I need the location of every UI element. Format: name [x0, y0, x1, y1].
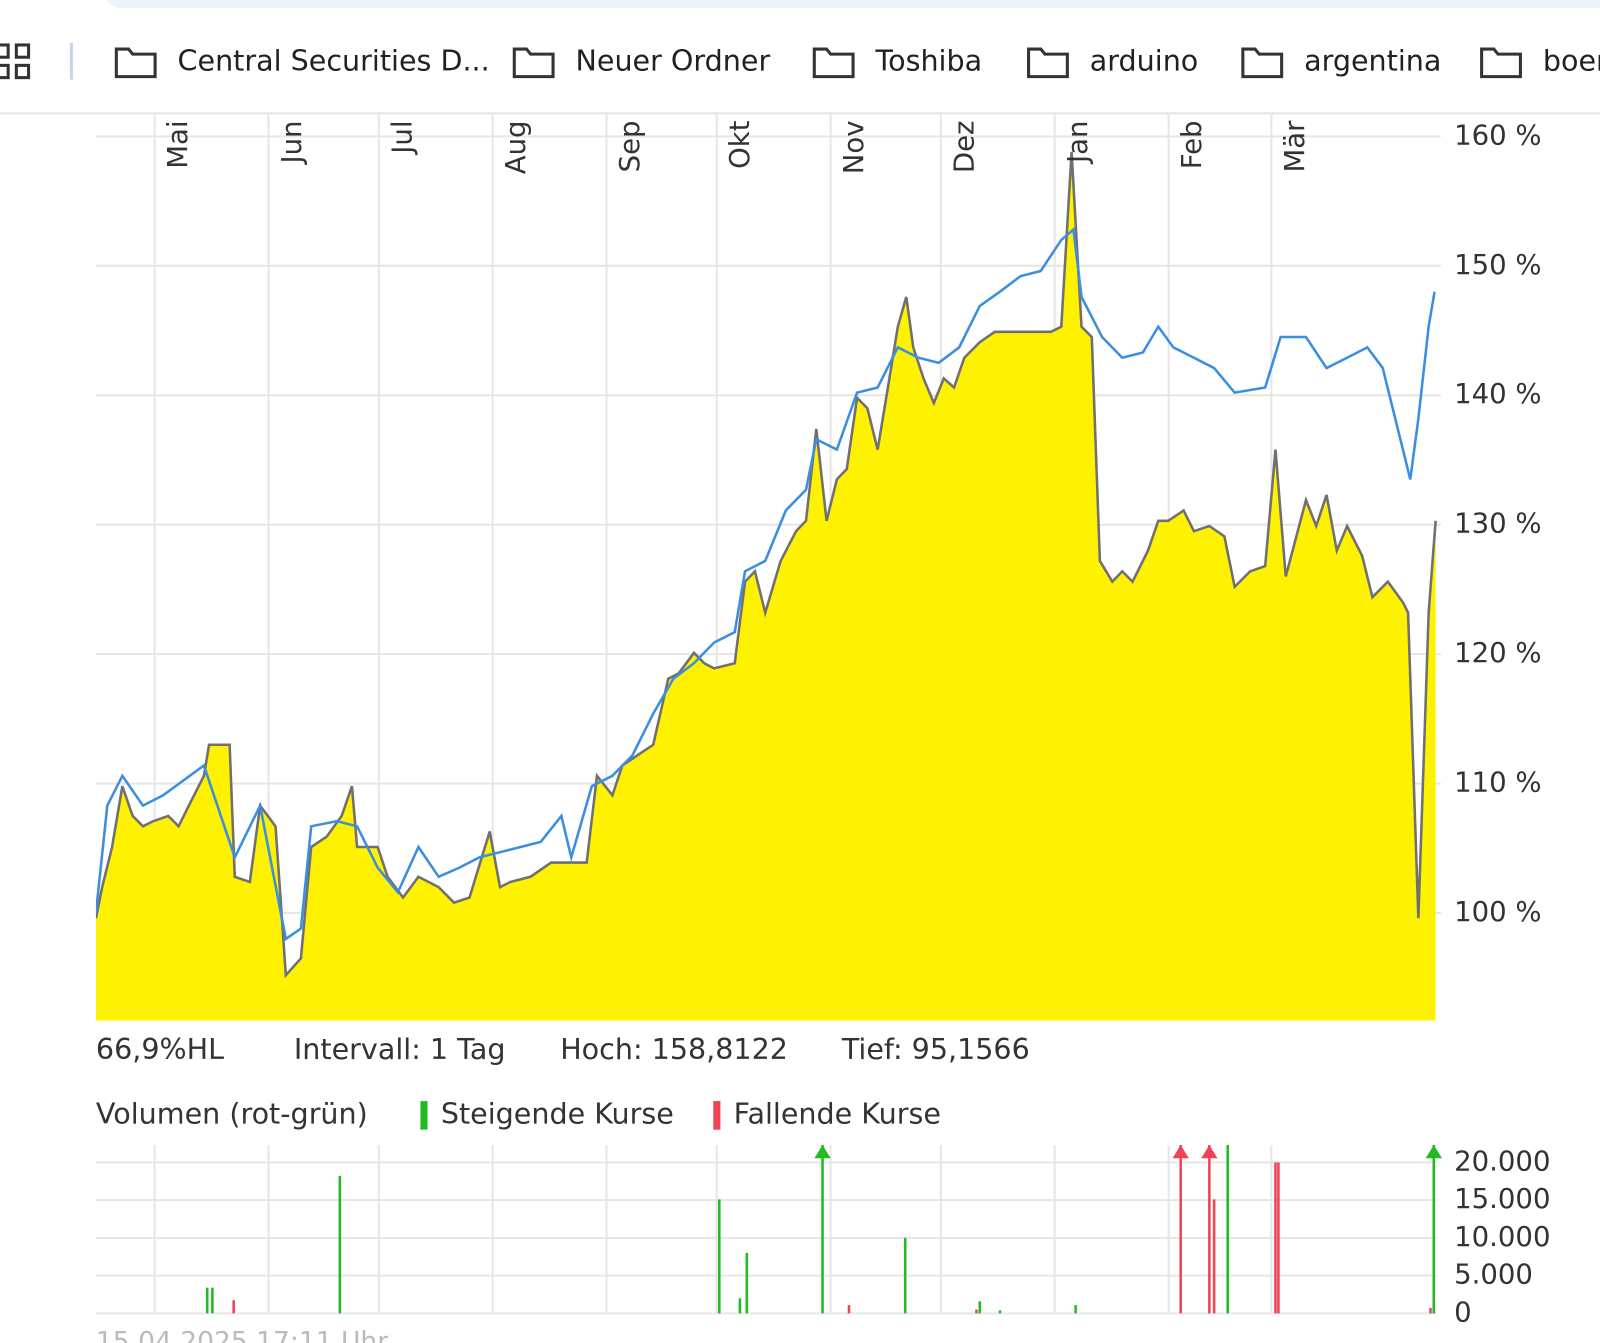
legend-swatch	[420, 1101, 428, 1130]
y-tick-label: 100 %	[1454, 896, 1542, 928]
x-tick-label: Mär	[1279, 120, 1311, 173]
stat: Tief: 95,1566	[841, 1032, 1030, 1066]
y-tick-label: 130 %	[1454, 508, 1542, 540]
bookmark-label: argentina	[1304, 43, 1441, 77]
legend-label: Steigende Kurse	[441, 1096, 674, 1130]
y-tick-label: 10.000	[1454, 1221, 1550, 1253]
bookmark[interactable]: boer	[1480, 43, 1600, 79]
plot	[95, 151, 1437, 1021]
x-tick-label: Feb	[1176, 120, 1208, 169]
folder-icon	[1480, 47, 1522, 79]
bookmark[interactable]: Neuer Ordner	[512, 43, 771, 79]
apps-icon[interactable]	[0, 43, 31, 80]
area	[95, 151, 1436, 1021]
area-edge	[95, 151, 1437, 979]
x-tick-label: Okt	[724, 120, 756, 169]
bookmark[interactable]: argentina	[1241, 43, 1442, 79]
bookmark-label: Toshiba	[875, 43, 983, 77]
stat: Hoch: 158,8122	[560, 1032, 788, 1066]
x-tick-label: Jan	[1062, 120, 1094, 164]
folder-icon	[1027, 47, 1069, 79]
overflow-arrow	[814, 1144, 831, 1159]
line	[95, 227, 1436, 942]
legend-swatch	[713, 1101, 721, 1130]
x-tick-label: Jul	[386, 120, 418, 155]
bookmark[interactable]: arduino	[1027, 43, 1199, 79]
y-tick-label: 110 %	[1454, 767, 1542, 799]
legend-label: Fallende Kurse	[734, 1096, 941, 1130]
folder-icon	[1241, 47, 1284, 79]
x-tick-label: Nov	[838, 120, 870, 174]
y-tick-label: 160 %	[1454, 119, 1542, 151]
y-tick-label: 15.000	[1454, 1183, 1550, 1215]
x-tick-label: Dez	[948, 120, 980, 173]
bookmark[interactable]: Toshiba	[812, 43, 983, 79]
x-tick-label: Sep	[614, 120, 646, 172]
y-tick-label: 20.000	[1454, 1145, 1550, 1177]
volume-title: Volumen (rot-grün)	[96, 1096, 368, 1130]
overflow-arrow	[1425, 1144, 1442, 1159]
stat: 66,9%HL	[96, 1032, 224, 1066]
volume-plot	[205, 1144, 1442, 1314]
bookmark-label: arduino	[1090, 43, 1199, 77]
y-tick-label: 120 %	[1454, 637, 1542, 669]
bookmark-label: Central Securities D...	[178, 43, 490, 77]
bookmark-label: Neuer Ordner	[576, 43, 771, 77]
overflow-arrow	[1201, 1144, 1218, 1159]
y-tick-label: 140 %	[1454, 378, 1542, 410]
timestamp: 15.04.2025 17:11 Uhr	[96, 1326, 388, 1343]
y-tick-label: 0	[1454, 1296, 1472, 1328]
y-tick-label: 150 %	[1454, 249, 1542, 281]
bookmark[interactable]: Central Securities D...	[114, 43, 490, 79]
folder-icon	[512, 47, 555, 79]
y-tick-label: 5.000	[1454, 1259, 1533, 1291]
x-tick-label: Aug	[500, 120, 532, 174]
folder-icon	[812, 47, 855, 79]
folder-icon	[114, 47, 157, 79]
x-tick-label: Jun	[276, 120, 308, 165]
bookmark-label: boer	[1543, 43, 1600, 77]
overflow-arrow	[1172, 1144, 1189, 1159]
stat: Intervall: 1 Tag	[294, 1032, 506, 1066]
address-bar	[105, 0, 1600, 9]
x-tick-label: Mai	[162, 120, 194, 168]
